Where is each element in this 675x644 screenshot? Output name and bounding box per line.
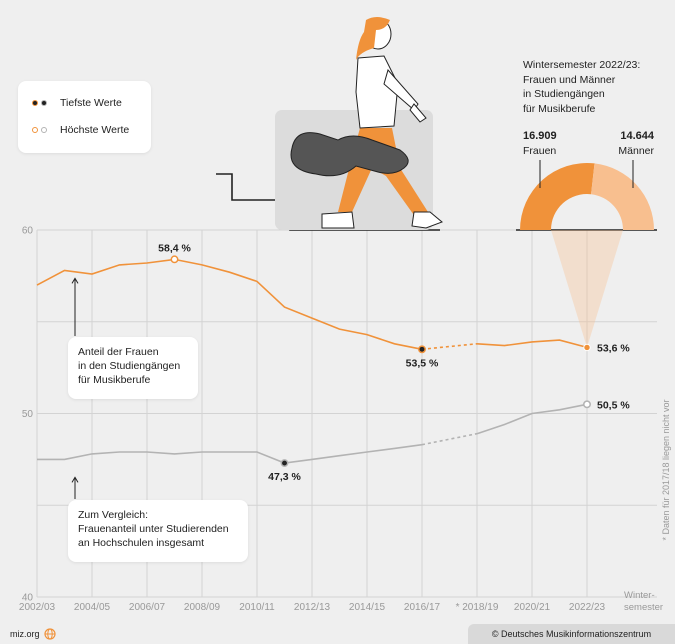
x-tick-label: 2020/21 <box>514 602 551 613</box>
callout-arrow-women-head <box>71 277 79 284</box>
donut-men-value: 14.644 <box>620 130 654 142</box>
min-marker-total <box>280 459 289 467</box>
legend-low-markers <box>32 100 60 106</box>
donut-women-value: 16.909 <box>523 130 557 142</box>
legend: Tiefste Werte Höchste Werte <box>18 81 151 153</box>
series-lines <box>36 255 591 467</box>
x-axis-title-line: Winter- <box>624 590 655 601</box>
donut-chart <box>520 160 654 348</box>
donut-slice-men <box>591 163 654 230</box>
callout-line: an Hochschulen insgesamt <box>78 537 205 549</box>
y-tick-label: 60 <box>22 226 34 237</box>
donut-pointer-cone <box>551 230 623 348</box>
max-marker-music <box>170 255 179 264</box>
x-axis-title: Winter- semester <box>624 590 663 614</box>
annotation-end-music: 53,6 % <box>597 342 630 354</box>
donut-slice-women <box>520 162 595 230</box>
x-tick-label: 2002/03 <box>19 602 56 613</box>
annotation-min-total: 47,3 % <box>268 471 301 483</box>
series-gap-music <box>421 342 478 351</box>
legend-item-high: Höchste Werte <box>32 124 129 136</box>
donut-women-label: Frauen <box>523 145 557 157</box>
series-gap-total <box>421 432 478 446</box>
end-marker-music <box>583 343 591 352</box>
x-tick-label: * 2018/19 <box>456 602 499 613</box>
series-line-total <box>476 403 588 435</box>
annotation-max-music: 58,4 % <box>158 242 191 254</box>
callout-line: Zum Vergleich: <box>78 509 149 521</box>
missing-data-note: * Daten für 2017/18 liegen nicht vor <box>661 399 671 541</box>
callout-comparison: Zum Vergleich: Frauenanteil unter Studie… <box>68 500 248 562</box>
x-tick-label: 2006/07 <box>129 602 166 613</box>
callout-women-share: Anteil der Frauen in den Studiengängen f… <box>68 337 198 399</box>
callout-arrow-comparison-head <box>71 476 79 483</box>
callout-line: Anteil der Frauen <box>78 346 159 358</box>
x-axis-title-line: semester <box>624 602 664 613</box>
legend-low-label: Tiefste Werte <box>60 97 122 109</box>
annotation-min-music: 53,5 % <box>406 357 439 369</box>
donut-title-line: Wintersemester 2022/23: <box>523 59 641 71</box>
series-line-music <box>36 258 423 351</box>
donut-title-line: für Musikberufe <box>523 102 596 115</box>
x-tick-label: 2022/23 <box>569 602 606 613</box>
legend-high-label: Höchste Werte <box>60 124 130 136</box>
callout-line: für Musikberufe <box>78 374 151 386</box>
axis-labels: 40 50 60 2002/03 2004/05 2006/07 2008/09 2010/1… <box>19 226 630 614</box>
max-marker-total <box>583 400 591 409</box>
annotation-end-total: 50,5 % <box>597 399 630 411</box>
callout-line: in den Studiengängen <box>78 360 181 372</box>
callout-line: Frauenanteil unter Studierenden <box>78 523 229 535</box>
footer-copyright: © Deutsches Musikinformationszentrum <box>468 624 675 644</box>
x-tick-label: 2014/15 <box>349 602 386 613</box>
x-tick-label: 2008/09 <box>184 602 221 613</box>
donut-men-label: Männer <box>618 145 654 157</box>
x-tick-label: 2004/05 <box>74 602 111 613</box>
x-tick-label: 2012/13 <box>294 602 331 613</box>
globe-icon <box>43 628 56 640</box>
legend-item-low: Tiefste Werte <box>32 97 122 109</box>
footer-site-label: miz.org <box>10 629 40 639</box>
legend-high-markers <box>32 127 60 133</box>
y-tick-label: 50 <box>22 409 34 420</box>
min-marker-music <box>418 345 426 354</box>
donut-title: Wintersemester 2022/23: Frauen und Männe… <box>523 58 663 116</box>
x-tick-label: 2010/11 <box>239 602 275 613</box>
series-line-music <box>476 339 588 349</box>
y-tick-label: 40 <box>22 593 34 604</box>
donut-title-line: in Studiengängen <box>523 88 605 100</box>
donut-title-line: Frauen und Männer <box>523 73 616 86</box>
x-tick-label: 2016/17 <box>404 602 441 613</box>
series-line-total <box>37 443 423 464</box>
walking-woman-illustration <box>216 17 657 231</box>
footer-site[interactable]: miz.org <box>10 628 56 640</box>
